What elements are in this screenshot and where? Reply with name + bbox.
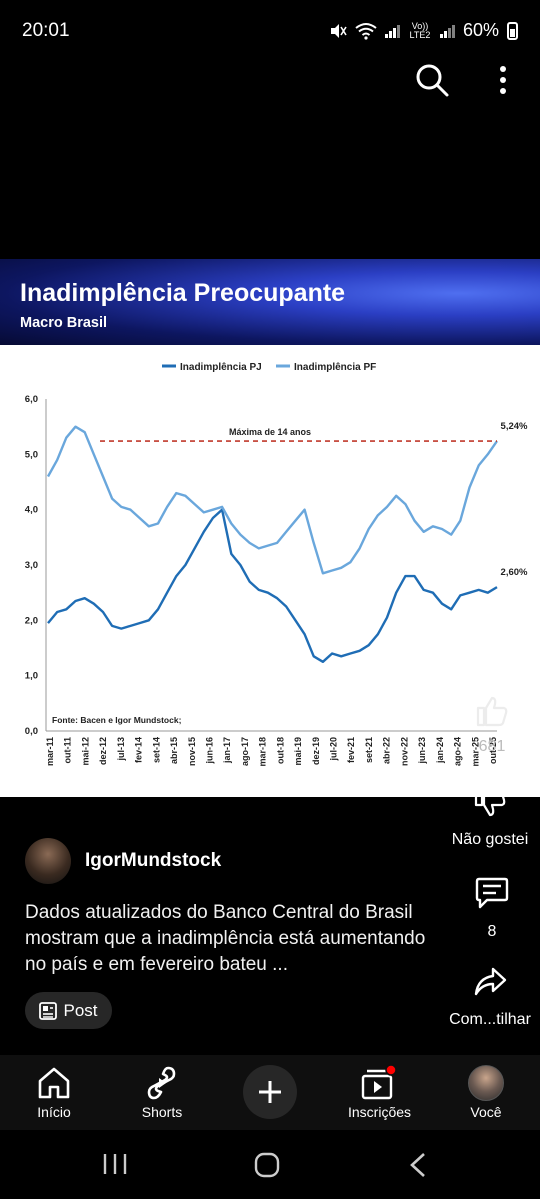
nav-shorts[interactable]: Shorts	[132, 1055, 192, 1120]
source-note: Fonte: Bacen e Igor Mundstock;	[52, 715, 182, 725]
x-tick-label: set-21	[364, 737, 374, 763]
channel-name[interactable]: IgorMundstock	[85, 850, 222, 871]
wifi-icon	[355, 22, 377, 40]
nav-home[interactable]: Início	[24, 1055, 84, 1120]
post-chip[interactable]: Post	[25, 992, 112, 1029]
profile-avatar-icon	[468, 1065, 504, 1101]
delinquency-chart: Inadimplência PJ Inadimplência PF 0,0 1,0 2,…	[25, 362, 528, 767]
battery-icon	[507, 21, 518, 40]
x-tick-label: fev-14	[134, 737, 144, 763]
home-circle-icon[interactable]	[254, 1152, 280, 1178]
x-tick-label: jun-16	[204, 737, 214, 765]
signal-icon-2	[439, 24, 455, 38]
like-count: 681	[478, 738, 506, 755]
y-tick-label: 6,0	[25, 394, 38, 405]
nav-subscriptions-label: Inscrições	[348, 1104, 412, 1120]
x-tick-label: set-14	[151, 737, 161, 763]
share-label: Com...tilhar	[449, 1011, 531, 1028]
like-button[interactable]: 681	[470, 695, 514, 756]
image-title: Inadimplência Preocupante	[20, 279, 346, 307]
x-tick-label: fev-21	[346, 737, 356, 763]
legend-label: Inadimplência PF	[294, 362, 376, 373]
nav-you[interactable]: Você	[456, 1055, 516, 1120]
series-end-label: 2,60%	[501, 567, 528, 578]
max-annotation: Máxima de 14 anos	[229, 427, 311, 437]
x-tick-label: out-25	[488, 737, 498, 764]
x-tick-label: nov-22	[399, 737, 409, 766]
x-tick-label: mar-18	[258, 737, 268, 767]
battery-percent: 60%	[462, 20, 499, 40]
subscriptions-icon	[361, 1064, 397, 1100]
home-icon	[38, 1067, 70, 1099]
shorts-icon	[147, 1066, 176, 1100]
x-tick-label: dez-19	[311, 737, 321, 765]
nav-subscriptions[interactable]: Inscrições	[348, 1055, 411, 1120]
dislike-button[interactable]: Não gostei	[440, 786, 540, 849]
channel-avatar[interactable]	[25, 838, 71, 884]
y-tick-label: 2,0	[25, 615, 38, 626]
nav-create[interactable]	[243, 1055, 297, 1122]
comment-icon	[475, 877, 509, 909]
search-icon[interactable]	[414, 62, 450, 98]
comments-button[interactable]: 8	[462, 876, 522, 941]
dislike-label: Não gostei	[451, 831, 529, 848]
y-tick-label: 1,0	[25, 671, 38, 682]
x-tick-label: mai-12	[80, 737, 90, 766]
mute-icon	[330, 23, 347, 38]
system-nav	[0, 1130, 540, 1199]
x-tick-label: jul-20	[329, 737, 339, 762]
x-tick-label: jun-23	[417, 737, 427, 765]
series-line-pj	[47, 508, 498, 663]
status-icons: Vo)) LTE2 60%	[329, 20, 518, 41]
share-button[interactable]: Com...tilhar	[440, 966, 540, 1029]
status-time: 20:01	[22, 20, 70, 41]
thumb-down-icon	[474, 786, 506, 817]
image-subtitle: Macro Brasil	[20, 315, 108, 331]
x-tick-label: jul-13	[116, 737, 126, 762]
x-tick-label: out-11	[63, 737, 73, 764]
x-tick-label: jan-24	[435, 737, 445, 764]
legend-label: Inadimplência PJ	[180, 362, 262, 373]
y-tick-label: 3,0	[25, 560, 38, 571]
post-description[interactable]: Dados atualizados do Banco Central do Br…	[25, 902, 426, 975]
x-tick-label: abr-15	[169, 737, 179, 764]
x-tick-label: dez-12	[98, 737, 108, 765]
x-tick-label: out-18	[275, 737, 285, 764]
share-icon	[474, 967, 507, 996]
y-tick-label: 4,0	[25, 505, 38, 516]
nav-home-label: Início	[37, 1104, 71, 1120]
recents-icon[interactable]	[102, 1152, 128, 1176]
more-vert-icon[interactable]	[490, 64, 516, 96]
post-image[interactable]: Inadimplência Preocupante Macro Brasil I…	[0, 259, 540, 797]
y-tick-label: 5,0	[25, 449, 38, 460]
nav-you-label: Você	[470, 1104, 502, 1120]
create-plus-icon	[243, 1065, 297, 1119]
thumb-up-icon	[476, 696, 508, 727]
back-icon[interactable]	[408, 1152, 428, 1178]
x-tick-label: ago-17	[240, 737, 250, 766]
post-chip-label: Post	[63, 1000, 98, 1020]
image-banner: Inadimplência Preocupante Macro Brasil	[0, 259, 540, 345]
x-tick-label: mar-11	[45, 737, 55, 766]
y-tick-label: 0,0	[25, 726, 38, 737]
network-label: Vo)) LTE2	[409, 20, 431, 40]
signal-icon	[384, 24, 400, 38]
x-tick-label: jan-17	[222, 737, 232, 764]
x-tick-label: mar-25	[470, 737, 480, 767]
series-line-pf	[46, 425, 498, 575]
x-tick-label: mai-19	[293, 737, 303, 766]
nav-shorts-label: Shorts	[141, 1104, 183, 1120]
comments-count: 8	[487, 923, 497, 940]
bottom-nav: Início Shorts Inscrições Você	[0, 1055, 540, 1130]
post-icon	[39, 1001, 58, 1020]
series-end-label: 5,24%	[501, 421, 528, 432]
x-tick-label: nov-15	[187, 737, 197, 766]
x-tick-label: abr-22	[382, 737, 392, 764]
x-tick-label: ago-24	[453, 737, 463, 766]
